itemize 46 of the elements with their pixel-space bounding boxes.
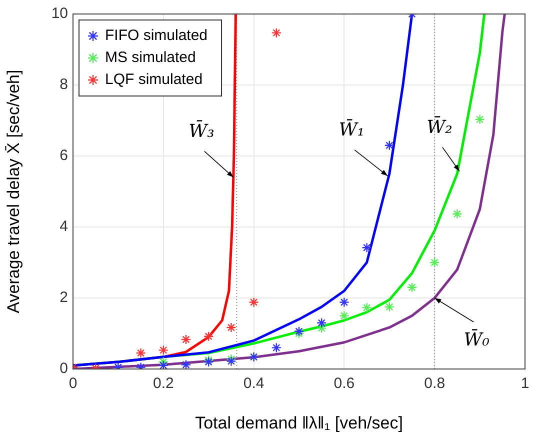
y-tick-label: 6 bbox=[60, 147, 68, 164]
point bbox=[316, 318, 327, 328]
point bbox=[271, 342, 282, 353]
y-tick-label: 4 bbox=[60, 218, 68, 236]
point bbox=[226, 354, 236, 364]
point bbox=[362, 302, 372, 313]
legend-label: FIFO simulated bbox=[105, 27, 208, 44]
point bbox=[294, 326, 304, 336]
x-tick-label: 1 bbox=[520, 375, 530, 392]
point bbox=[339, 297, 350, 308]
legend-label: MS simulated bbox=[105, 49, 196, 66]
y-axis-title: Average travel delay X̄ [sec/veh] bbox=[4, 70, 23, 314]
x-tick-label: 0.4 bbox=[243, 375, 264, 392]
point bbox=[316, 323, 327, 334]
annotation: W̄₂ bbox=[426, 116, 452, 138]
point bbox=[248, 297, 259, 308]
point bbox=[362, 242, 372, 253]
point bbox=[474, 114, 485, 125]
y-tick-label: 10 bbox=[51, 5, 68, 22]
point bbox=[180, 334, 192, 345]
x-tick-label: 0.2 bbox=[152, 375, 174, 392]
point bbox=[226, 356, 236, 366]
point bbox=[339, 310, 350, 321]
point bbox=[158, 360, 168, 369]
annotation: W̄₃ bbox=[188, 120, 214, 142]
point bbox=[158, 345, 168, 356]
point bbox=[384, 302, 394, 312]
point bbox=[226, 322, 236, 333]
y-tick-label: 0 bbox=[60, 360, 68, 378]
annotation: W̄₁ bbox=[338, 118, 364, 141]
point bbox=[384, 140, 394, 150]
y-tick-label: 2 bbox=[60, 289, 68, 306]
point bbox=[430, 257, 440, 268]
point bbox=[136, 348, 146, 358]
legend-label: LQF simulated bbox=[105, 71, 203, 88]
x-tick-label: 0.6 bbox=[334, 375, 355, 392]
annotation: W̄₀ bbox=[464, 328, 490, 351]
point bbox=[271, 28, 282, 38]
point bbox=[452, 208, 462, 219]
y-tick-label: 8 bbox=[60, 76, 68, 94]
point bbox=[406, 282, 418, 292]
x-axis-title: Total demand ‖λ‖₁ [veh/sec] bbox=[195, 413, 403, 432]
x-tick-label: 0.8 bbox=[424, 375, 446, 392]
point bbox=[180, 360, 192, 369]
point bbox=[204, 331, 214, 342]
point bbox=[294, 328, 304, 339]
